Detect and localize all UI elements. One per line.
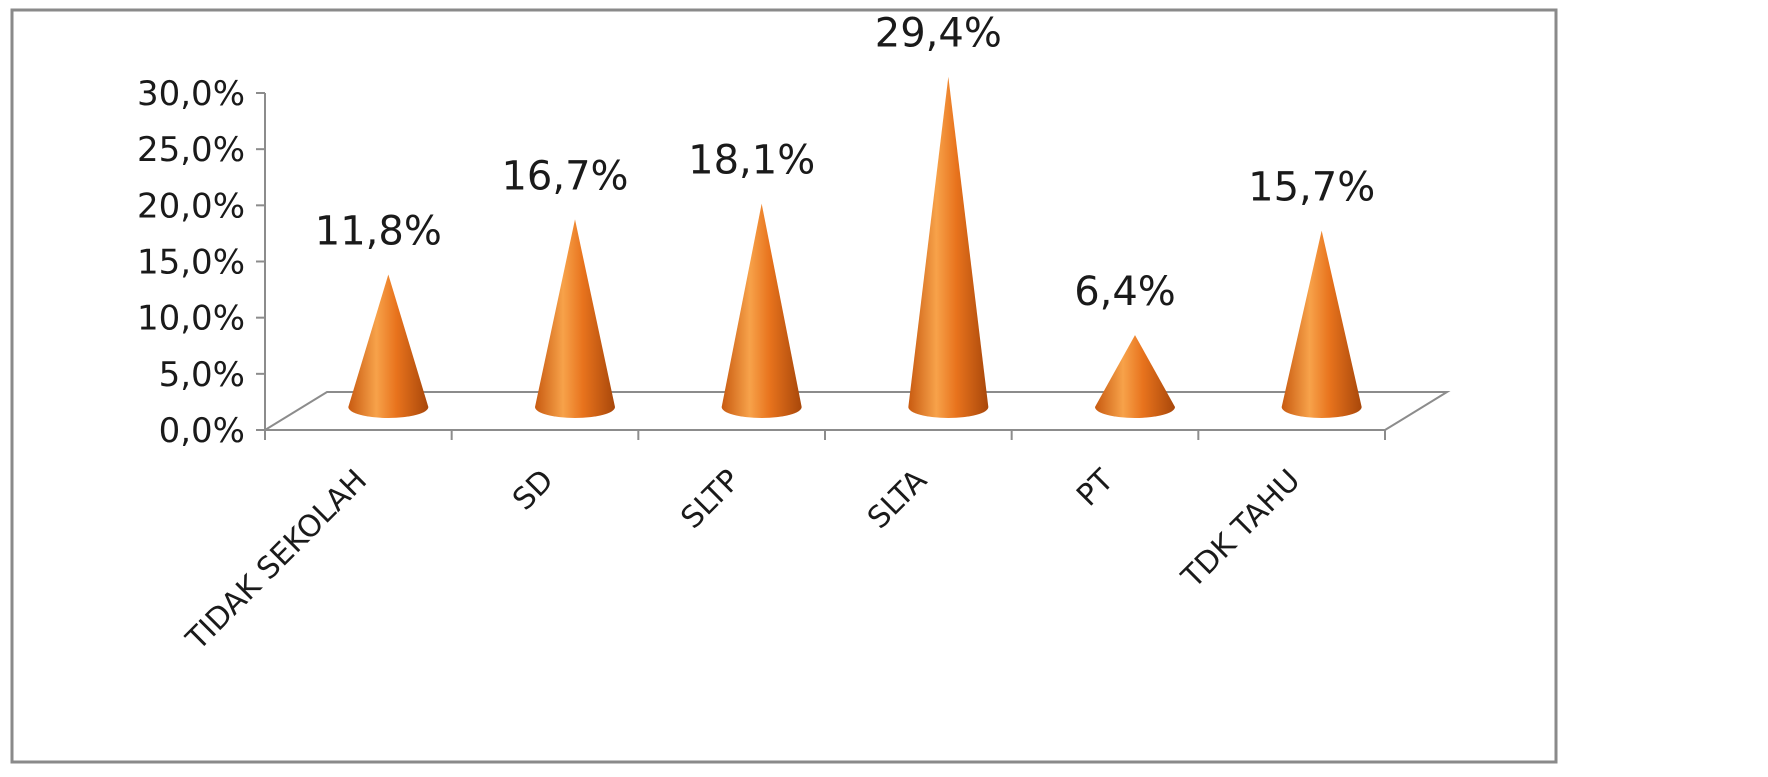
data-label: 6,4% <box>1074 269 1176 315</box>
floor-plane <box>261 391 1451 431</box>
cone-series <box>348 76 1362 419</box>
data-label: 15,7% <box>1248 165 1375 211</box>
data-label: 29,4% <box>875 11 1002 57</box>
y-tick-label: 30,0% <box>137 74 245 114</box>
cone-mark <box>908 76 989 419</box>
x-tick-label: PT <box>1070 462 1121 513</box>
data-label: 11,8% <box>315 208 442 254</box>
cone-mark <box>721 203 802 418</box>
y-tick-label: 20,0% <box>137 186 245 226</box>
x-tick-label: TIDAK SEKOLAH <box>179 463 374 658</box>
cone-mark <box>1281 230 1362 418</box>
cone-body <box>908 76 989 419</box>
y-tick-label: 25,0% <box>137 130 245 170</box>
cone-mark <box>348 274 429 418</box>
cone-mark <box>535 219 615 418</box>
data-labels: 11,8% 16,7% 18,1% 29,4% 6,4% 15,7% <box>315 11 1375 315</box>
chart-floor <box>261 391 1451 431</box>
data-label: 16,7% <box>501 153 628 199</box>
y-tick-label: 10,0% <box>137 299 245 339</box>
x-tick-label: SLTA <box>861 463 934 536</box>
y-tick-label: 0,0% <box>159 411 245 451</box>
x-tick-label: SD <box>506 463 561 518</box>
y-tick-label: 15,0% <box>137 243 245 283</box>
chart-border <box>10 8 1558 764</box>
cone-body <box>721 203 802 418</box>
y-tick-label: 5,0% <box>159 355 245 395</box>
cone-body <box>1095 335 1175 418</box>
x-tick-label: SLTP <box>674 463 747 536</box>
y-axis: 0,0% 5,0% 10,0% 15,0% 20,0% 25,0% 30,0% <box>137 74 266 451</box>
x-axis: TIDAK SEKOLAH SD SLTP SLTA PT TDK TAHU <box>179 429 1386 658</box>
cone-body <box>1281 230 1362 418</box>
cone-body <box>348 274 429 418</box>
x-tick-label: TDK TAHU <box>1175 463 1308 596</box>
data-label: 18,1% <box>688 138 815 184</box>
cone-mark <box>1095 335 1175 418</box>
cone-body <box>535 219 615 418</box>
